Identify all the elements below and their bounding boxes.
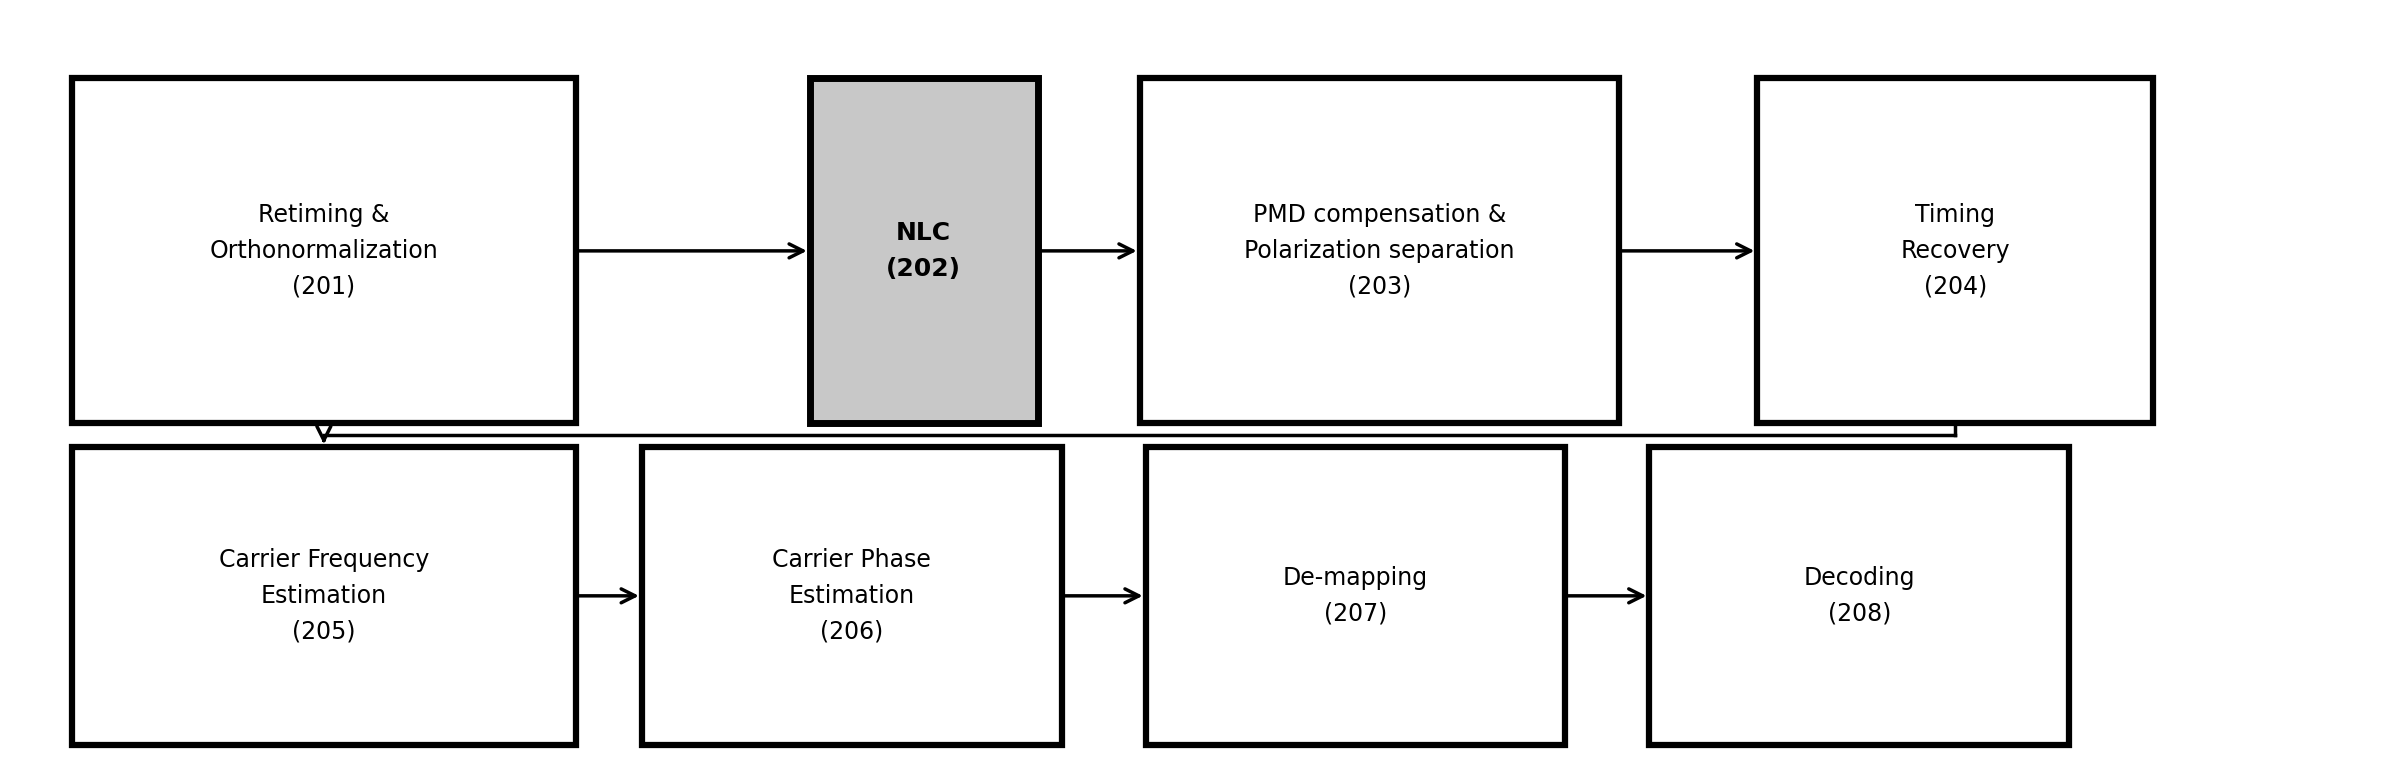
Text: De-mapping
(207): De-mapping (207) xyxy=(1283,566,1427,626)
Text: Timing
Recovery
(204): Timing Recovery (204) xyxy=(1900,204,2010,298)
Text: Carrier Phase
Estimation
(206): Carrier Phase Estimation (206) xyxy=(772,549,931,643)
Bar xyxy=(1651,447,2070,745)
Bar xyxy=(1756,78,2154,423)
Bar xyxy=(643,447,1060,745)
Bar xyxy=(72,78,576,423)
Bar xyxy=(1144,447,1564,745)
Text: Retiming &
Orthonormalization
(201): Retiming & Orthonormalization (201) xyxy=(209,204,439,298)
Bar xyxy=(1140,78,1619,423)
Bar xyxy=(72,447,576,745)
Text: Decoding
(208): Decoding (208) xyxy=(1804,566,1914,626)
Text: PMD compensation &
Polarization separation
(203): PMD compensation & Polarization separati… xyxy=(1245,204,1514,298)
Text: Carrier Frequency
Estimation
(205): Carrier Frequency Estimation (205) xyxy=(218,549,429,643)
Text: NLC
(202): NLC (202) xyxy=(885,221,962,281)
Bar xyxy=(811,78,1036,423)
